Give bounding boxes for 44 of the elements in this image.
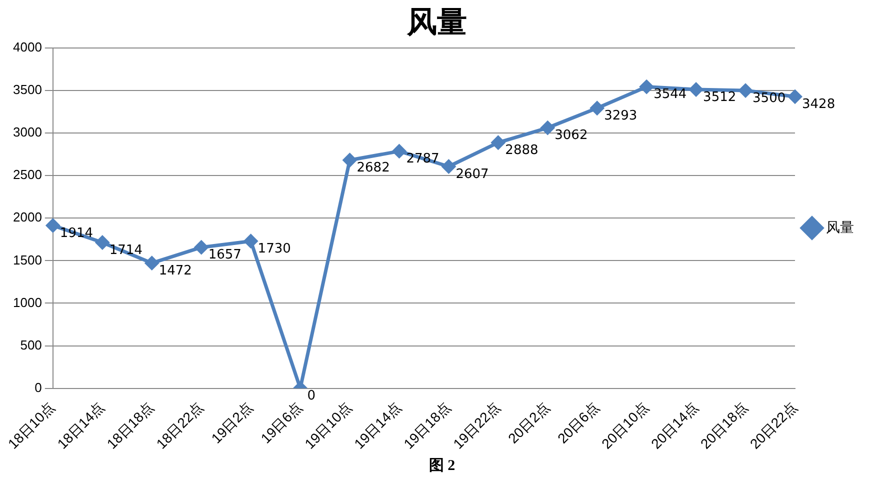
x-tick-label: 20日6点 bbox=[554, 398, 602, 446]
y-tick-label: 3000 bbox=[13, 124, 42, 140]
point bbox=[689, 82, 703, 96]
data-label: 1472 bbox=[158, 263, 192, 278]
y-tick-label: 2000 bbox=[13, 210, 42, 225]
data-label: 3062 bbox=[554, 128, 588, 144]
point bbox=[540, 121, 554, 135]
point bbox=[244, 234, 258, 248]
data-label: 0 bbox=[307, 388, 316, 404]
data-label: 2607 bbox=[456, 166, 489, 182]
data-label: 3544 bbox=[654, 87, 687, 102]
y-tick-label: 1000 bbox=[13, 294, 42, 310]
legend-label: 风量 bbox=[826, 218, 854, 235]
point bbox=[590, 101, 604, 115]
caption: 图 2 bbox=[428, 457, 456, 475]
point bbox=[343, 153, 356, 167]
data-label: 1730 bbox=[258, 241, 291, 256]
point bbox=[738, 84, 752, 98]
data-label: 3500 bbox=[752, 90, 786, 106]
point bbox=[491, 136, 505, 150]
point bbox=[194, 240, 208, 254]
y-tick-label: 4000 bbox=[13, 40, 42, 55]
data-label: 2888 bbox=[505, 142, 538, 158]
data-label: 2682 bbox=[356, 160, 390, 176]
point bbox=[145, 256, 159, 270]
point bbox=[96, 236, 110, 250]
data-label: 3512 bbox=[703, 90, 736, 105]
data-label: 1657 bbox=[208, 248, 242, 263]
y-tick-label: 1500 bbox=[13, 252, 42, 268]
point bbox=[640, 80, 654, 94]
y-tick-label: 3500 bbox=[13, 82, 42, 98]
y-tick-label: 2500 bbox=[13, 167, 42, 182]
point bbox=[392, 144, 406, 158]
x-tick-label: 19日2点 bbox=[208, 398, 256, 446]
x-tick-label: 20日2点 bbox=[504, 398, 552, 446]
point bbox=[442, 160, 456, 174]
data-label: 3293 bbox=[604, 108, 638, 124]
data-label: 3428 bbox=[802, 97, 836, 112]
x-tick-label: 18日10点 bbox=[4, 398, 58, 452]
y-tick-label: 500 bbox=[20, 337, 42, 352]
x-tick-label: 19日6点 bbox=[258, 398, 306, 446]
chart-title: 风量 bbox=[406, 4, 467, 40]
point bbox=[788, 90, 802, 104]
y-tick-label: 0 bbox=[34, 380, 42, 395]
